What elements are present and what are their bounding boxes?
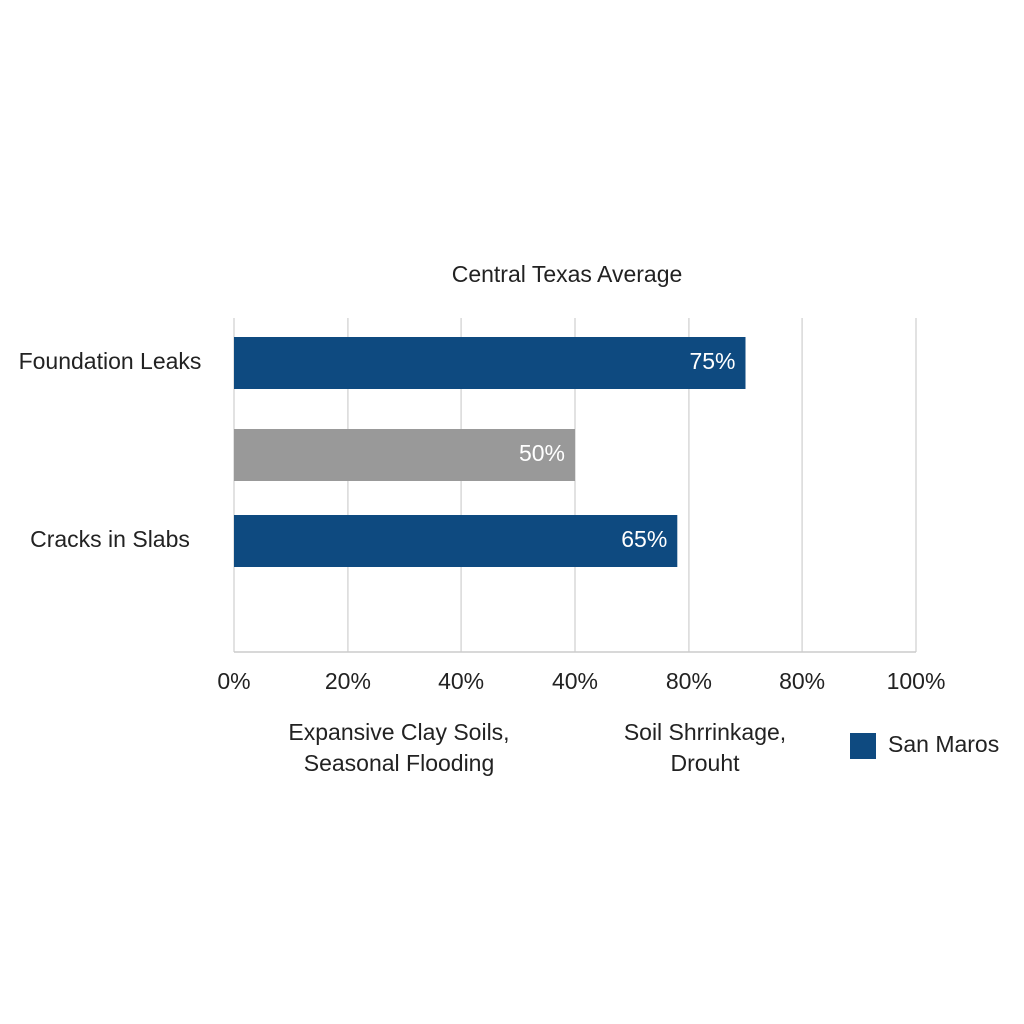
data-label: 65%: [621, 526, 667, 552]
annotation: Seasonal Flooding: [304, 750, 495, 776]
data-label: 75%: [689, 348, 735, 374]
x-tick-label: 20%: [325, 668, 371, 694]
x-tick-label: 100%: [887, 668, 946, 694]
bar: [234, 429, 575, 481]
annotation: Drouht: [670, 750, 740, 776]
legend-swatch: [850, 733, 876, 759]
x-tick-label: 40%: [438, 668, 484, 694]
data-label: 50%: [519, 440, 565, 466]
x-tick-label: 0%: [217, 668, 250, 694]
legend-label: Central Texas Average: [452, 261, 683, 287]
y-tick-label: Foundation Leaks: [19, 348, 202, 374]
bar: [234, 337, 746, 389]
bar: [234, 515, 678, 567]
annotation: Soil Shrrinkage,: [624, 719, 786, 745]
annotation: Expansive Clay Soils,: [288, 719, 509, 745]
x-tick-label: 80%: [666, 668, 712, 694]
legend-label: San Maros: [888, 731, 999, 757]
y-tick-label: Cracks in Slabs: [30, 526, 190, 552]
x-tick-label: 80%: [779, 668, 825, 694]
x-tick-label: 40%: [552, 668, 598, 694]
